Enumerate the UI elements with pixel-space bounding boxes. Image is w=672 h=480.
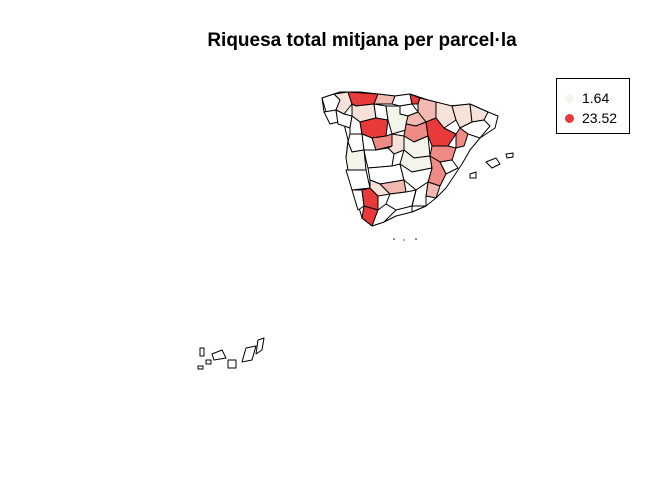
province-malaga bbox=[371, 203, 397, 227]
province-sevilla bbox=[361, 187, 379, 211]
legend-item-low: 1.64 bbox=[565, 89, 609, 107]
island-gran-canaria bbox=[227, 359, 237, 369]
legend-item-high: 23.52 bbox=[565, 109, 617, 127]
island-la-palma bbox=[199, 347, 205, 357]
alboran-dot bbox=[403, 239, 405, 241]
melilla-dot bbox=[415, 238, 417, 240]
province-cantabria bbox=[373, 93, 396, 105]
province-toledo bbox=[363, 147, 395, 169]
island-fuerteventura bbox=[241, 345, 257, 363]
island-tenerife bbox=[211, 349, 227, 361]
map-legend: 1.64 23.52 bbox=[556, 78, 630, 134]
province-badajoz bbox=[345, 169, 371, 191]
island-mallorca bbox=[485, 157, 501, 169]
legend-swatch-high bbox=[565, 113, 574, 123]
ceuta-dot bbox=[393, 238, 395, 240]
legend-label-high: 23.52 bbox=[582, 110, 618, 126]
island-lanzarote bbox=[255, 337, 265, 355]
province-huesca bbox=[435, 101, 457, 129]
island-la-gomera bbox=[205, 359, 212, 365]
legend-swatch-low bbox=[565, 93, 574, 103]
province-tarragona bbox=[455, 127, 469, 149]
island-el-hierro bbox=[197, 365, 204, 370]
map-title: Riquesa total mitjana per parcel·la bbox=[207, 30, 517, 51]
province-almeria bbox=[411, 189, 427, 213]
island-menorca bbox=[505, 152, 514, 159]
province-cordoba bbox=[369, 179, 391, 197]
legend-label-low: 1.64 bbox=[582, 90, 610, 106]
island-ibiza bbox=[469, 171, 477, 179]
